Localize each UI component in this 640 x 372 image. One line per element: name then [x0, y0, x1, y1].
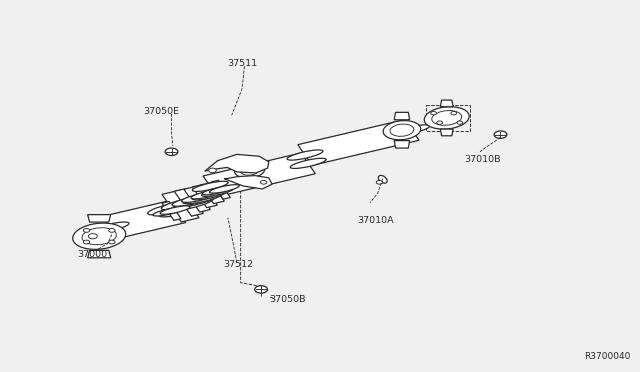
Ellipse shape [240, 166, 259, 175]
Ellipse shape [383, 121, 420, 140]
Ellipse shape [165, 148, 178, 155]
Ellipse shape [148, 201, 195, 215]
Polygon shape [205, 154, 269, 173]
Ellipse shape [172, 195, 211, 206]
Ellipse shape [73, 223, 125, 249]
Text: 37000: 37000 [77, 250, 107, 259]
Ellipse shape [183, 193, 222, 204]
Polygon shape [88, 215, 111, 222]
Polygon shape [440, 129, 453, 136]
Ellipse shape [202, 186, 232, 195]
Ellipse shape [287, 150, 323, 160]
Ellipse shape [431, 112, 436, 115]
Polygon shape [184, 187, 211, 212]
Ellipse shape [193, 181, 228, 192]
Ellipse shape [182, 192, 218, 202]
Ellipse shape [209, 168, 216, 173]
Ellipse shape [159, 206, 197, 217]
Ellipse shape [191, 190, 223, 199]
Text: 37050E: 37050E [143, 107, 179, 116]
Ellipse shape [209, 185, 239, 193]
Ellipse shape [255, 286, 268, 293]
Polygon shape [224, 176, 272, 189]
Text: 37010B: 37010B [465, 155, 501, 164]
Ellipse shape [161, 198, 204, 210]
Text: 37512: 37512 [223, 260, 253, 269]
Polygon shape [162, 190, 199, 222]
Ellipse shape [235, 163, 264, 178]
Polygon shape [440, 100, 453, 107]
Ellipse shape [166, 197, 213, 211]
Ellipse shape [192, 190, 228, 200]
Polygon shape [162, 202, 181, 220]
Ellipse shape [82, 228, 116, 245]
Polygon shape [394, 141, 410, 148]
Text: 37511: 37511 [227, 60, 257, 68]
Polygon shape [88, 250, 111, 258]
Ellipse shape [109, 228, 115, 232]
Polygon shape [298, 119, 419, 166]
Ellipse shape [88, 234, 97, 239]
Polygon shape [174, 189, 204, 216]
Ellipse shape [457, 121, 463, 124]
Polygon shape [394, 112, 410, 120]
Ellipse shape [83, 240, 90, 244]
Ellipse shape [160, 206, 190, 214]
Ellipse shape [390, 124, 414, 136]
Ellipse shape [83, 228, 90, 232]
Text: R3700040: R3700040 [584, 352, 630, 361]
Polygon shape [192, 185, 218, 208]
Ellipse shape [437, 121, 443, 124]
Ellipse shape [290, 158, 326, 169]
Text: 37050B: 37050B [269, 295, 305, 304]
Ellipse shape [378, 176, 387, 183]
Ellipse shape [376, 180, 383, 184]
Ellipse shape [424, 107, 469, 129]
Ellipse shape [451, 112, 456, 115]
Polygon shape [211, 180, 230, 199]
Polygon shape [102, 201, 186, 238]
Ellipse shape [173, 195, 216, 207]
Polygon shape [201, 183, 224, 203]
Ellipse shape [394, 125, 429, 135]
Ellipse shape [260, 180, 267, 184]
Polygon shape [203, 153, 316, 197]
Ellipse shape [432, 110, 461, 125]
Ellipse shape [494, 131, 507, 138]
Ellipse shape [153, 208, 183, 216]
Ellipse shape [91, 222, 129, 233]
Ellipse shape [109, 240, 115, 244]
Text: 37010A: 37010A [357, 216, 394, 225]
Ellipse shape [202, 187, 234, 196]
